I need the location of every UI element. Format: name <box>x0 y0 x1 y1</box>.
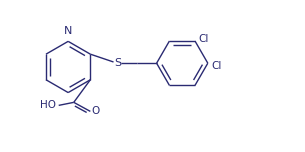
Text: O: O <box>92 106 100 116</box>
Text: HO: HO <box>40 100 56 110</box>
Text: Cl: Cl <box>199 34 209 44</box>
Text: Cl: Cl <box>211 61 222 71</box>
Text: N: N <box>64 26 72 36</box>
Text: S: S <box>114 58 121 68</box>
